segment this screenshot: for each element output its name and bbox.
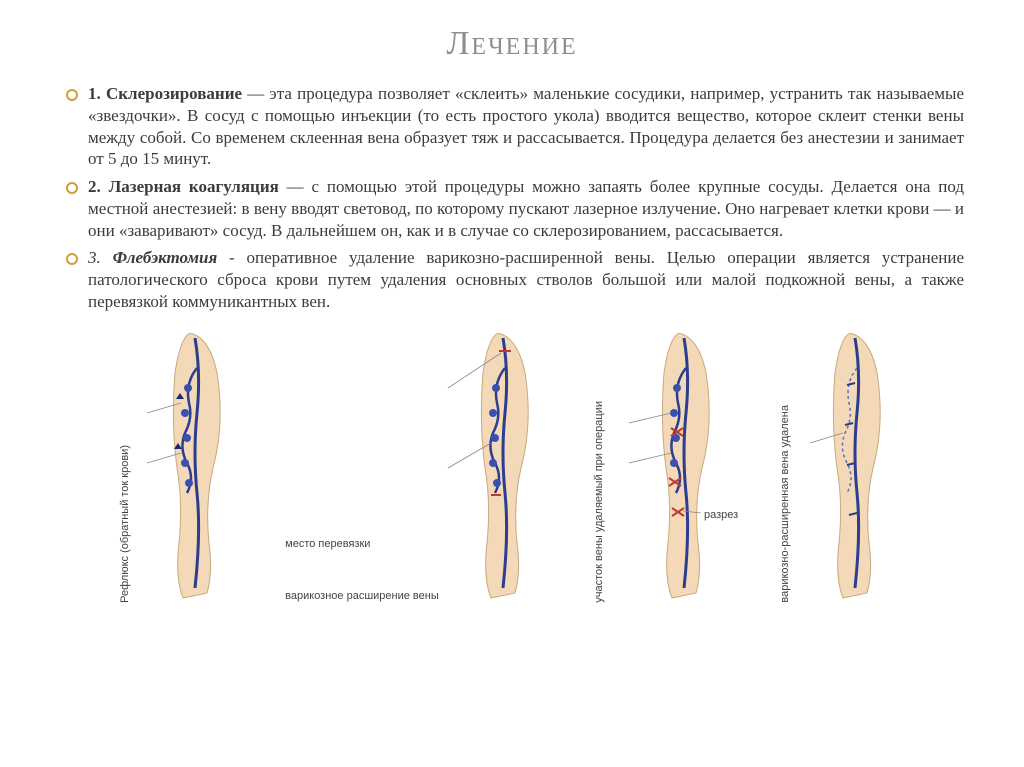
leg-3-svg: разрез: [609, 333, 739, 603]
leg-4: варикозно-расширенная вена удалена: [779, 333, 905, 603]
list-item: 3. Флебэктомия - оперативное удаление ва…: [60, 247, 964, 312]
item-number: 2.: [88, 177, 101, 196]
item-name: Флебэктомия: [113, 248, 218, 267]
leg-1: Рефлюкс (обратный ток крови): [119, 333, 245, 603]
item-number: 1.: [88, 84, 101, 103]
treatment-list: 1. Склерозирование — эта процедура позво…: [60, 83, 964, 313]
leg-1-svg: [135, 333, 245, 603]
label-varicose: варикозное расширение вены: [285, 590, 439, 602]
leg-3: участок вены удаляемый при операции: [593, 333, 739, 603]
label-incision: разрез: [704, 509, 738, 521]
item-name: Склерозирование: [106, 84, 242, 103]
label-removed-section: участок вены удаляемый при операции: [593, 401, 605, 603]
leg-4-svg: [795, 333, 905, 603]
label-ligation: место перевязки: [285, 538, 439, 550]
legs-diagram: Рефлюкс (обратный ток крови): [60, 333, 964, 603]
item-number: 3.: [88, 248, 101, 267]
list-item: 1. Склерозирование — эта процедура позво…: [60, 83, 964, 170]
list-item: 2. Лазерная коагуляция — с помощью этой …: [60, 176, 964, 241]
item-text: - оперативное удаление варикозно-расшире…: [88, 248, 964, 311]
leg-2: место перевязки варикозное расширение ве…: [285, 333, 553, 603]
page-title: Лечение: [60, 25, 964, 63]
label-vein-removed: варикозно-расширенная вена удалена: [779, 405, 791, 603]
leg-2-svg: [443, 333, 553, 603]
label-reflux: Рефлюкс (обратный ток крови): [119, 445, 131, 603]
item-name: Лазерная коагуляция: [109, 177, 279, 196]
